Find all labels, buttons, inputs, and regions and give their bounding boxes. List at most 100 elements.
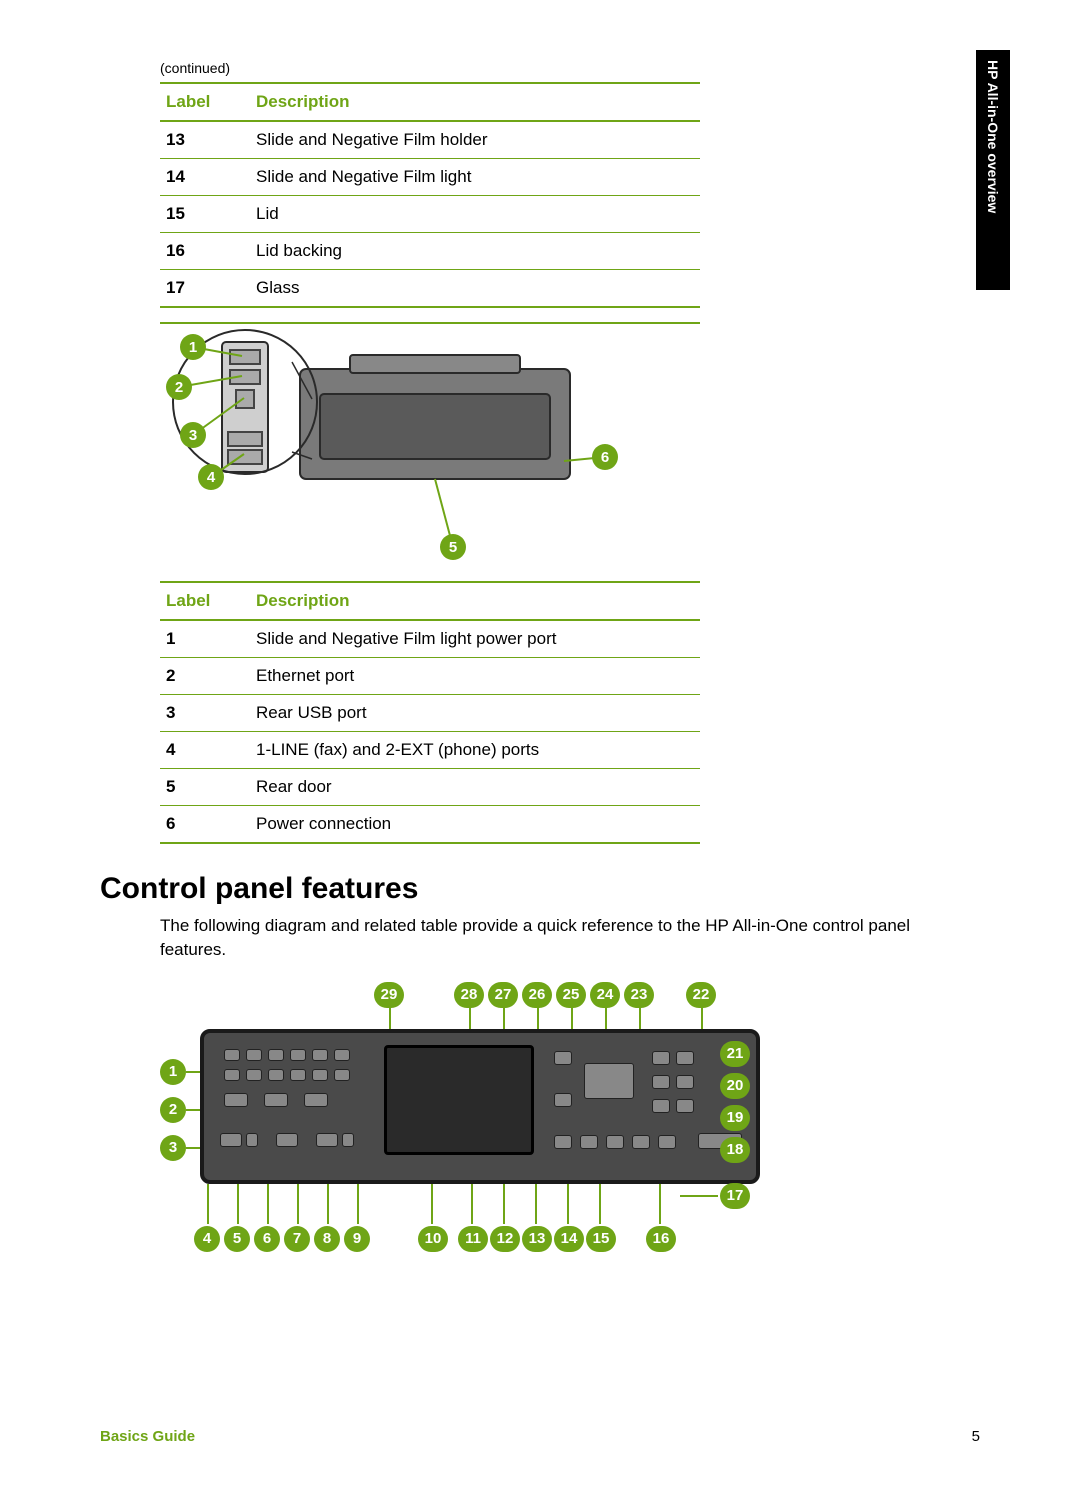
labels-table-2: Label Description 1Slide and Negative Fi…: [160, 581, 700, 844]
description-cell: Ethernet port: [250, 658, 700, 695]
label-cell: 16: [160, 233, 250, 270]
panel-button-icon: [246, 1049, 262, 1061]
panel-button-icon: [268, 1049, 284, 1061]
labels-table-1: Label Description 13Slide and Negative F…: [160, 82, 700, 308]
panel-button-icon: [554, 1093, 572, 1107]
control-panel-screen: [384, 1045, 534, 1155]
label-cell: 13: [160, 121, 250, 159]
panel-button-icon: [554, 1051, 572, 1065]
panel-button-icon: [658, 1135, 676, 1149]
callout-bubble: 10: [418, 1226, 448, 1252]
description-cell: Power connection: [250, 806, 700, 844]
callout-bubble: 2: [166, 374, 192, 400]
panel-button-icon: [304, 1093, 328, 1107]
footer-guide-name: Basics Guide: [100, 1428, 195, 1445]
table1-header-description: Description: [250, 83, 700, 121]
panel-button-icon: [676, 1099, 694, 1113]
panel-button-icon: [580, 1135, 598, 1149]
panel-button-icon: [224, 1069, 240, 1081]
callout-bubble: 6: [254, 1226, 280, 1252]
table-row: 14Slide and Negative Film light: [160, 159, 700, 196]
description-cell: Slide and Negative Film holder: [250, 121, 700, 159]
table-row: 5Rear door: [160, 769, 700, 806]
panel-button-icon: [268, 1069, 284, 1081]
callout-bubble: 5: [440, 534, 466, 560]
panel-button-icon: [606, 1135, 624, 1149]
callout-bubble: 18: [720, 1137, 750, 1163]
panel-button-icon: [312, 1049, 328, 1061]
callout-bubble: 8: [314, 1226, 340, 1252]
callout-bubble: 29: [374, 982, 404, 1008]
table-row: 13Slide and Negative Film holder: [160, 121, 700, 159]
table2-header-label: Label: [160, 582, 250, 620]
callout-bubble: 1: [160, 1059, 186, 1085]
callout-bubble: 12: [490, 1226, 520, 1252]
callout-bubble: 22: [686, 982, 716, 1008]
callout-bubble: 27: [488, 982, 518, 1008]
continued-label: (continued): [160, 60, 980, 76]
label-cell: 14: [160, 159, 250, 196]
panel-button-icon: [276, 1133, 298, 1147]
callout-bubble: 13: [522, 1226, 552, 1252]
panel-button-icon: [652, 1099, 670, 1113]
callout-bubble: 2: [160, 1097, 186, 1123]
panel-button-icon: [264, 1093, 288, 1107]
panel-button-icon: [584, 1063, 634, 1099]
label-cell: 3: [160, 695, 250, 732]
section-heading: Control panel features: [100, 872, 980, 906]
callout-bubble: 26: [522, 982, 552, 1008]
panel-button-icon: [652, 1075, 670, 1089]
panel-button-icon: [224, 1093, 248, 1107]
panel-button-icon: [342, 1133, 354, 1147]
panel-button-icon: [676, 1075, 694, 1089]
table-row: 41-LINE (fax) and 2-EXT (phone) ports: [160, 732, 700, 769]
panel-button-icon: [334, 1049, 350, 1061]
callout-bubble: 17: [720, 1183, 750, 1209]
callout-bubble: 14: [554, 1226, 584, 1252]
panel-button-icon: [246, 1069, 262, 1081]
panel-button-icon: [312, 1069, 328, 1081]
description-cell: Lid backing: [250, 233, 700, 270]
control-panel-body: [200, 1029, 760, 1184]
callout-bubble: 24: [590, 982, 620, 1008]
side-tab: HP All-in-One overview: [976, 50, 1010, 290]
table1-header-label: Label: [160, 83, 250, 121]
control-panel-diagram: 2928272625242322212019181712345678910111…: [160, 974, 800, 1274]
label-cell: 1: [160, 620, 250, 658]
panel-button-icon: [246, 1133, 258, 1147]
label-cell: 17: [160, 270, 250, 308]
panel-button-icon: [676, 1051, 694, 1065]
callout-bubble: 21: [720, 1041, 750, 1067]
table-row: 1Slide and Negative Film light power por…: [160, 620, 700, 658]
description-cell: Slide and Negative Film light power port: [250, 620, 700, 658]
description-cell: Rear USB port: [250, 695, 700, 732]
callout-bubble: 5: [224, 1226, 250, 1252]
callout-bubble: 19: [720, 1105, 750, 1131]
section-intro: The following diagram and related table …: [160, 914, 980, 962]
panel-button-icon: [632, 1135, 650, 1149]
callout-bubble: 15: [586, 1226, 616, 1252]
page-footer: Basics Guide 5: [100, 1428, 980, 1445]
panel-button-icon: [652, 1051, 670, 1065]
callout-bubble: 20: [720, 1073, 750, 1099]
callout-bubble: 25: [556, 982, 586, 1008]
panel-button-icon: [554, 1135, 572, 1149]
table-row: 2Ethernet port: [160, 658, 700, 695]
table2-header-description: Description: [250, 582, 700, 620]
panel-button-icon: [316, 1133, 338, 1147]
callout-bubble: 9: [344, 1226, 370, 1252]
table-row: 15Lid: [160, 196, 700, 233]
callout-bubble: 11: [458, 1226, 488, 1252]
callout-bubble: 23: [624, 982, 654, 1008]
callout-bubble: 7: [284, 1226, 310, 1252]
table-row: 6Power connection: [160, 806, 700, 844]
footer-page-number: 5: [972, 1428, 980, 1445]
description-cell: Slide and Negative Film light: [250, 159, 700, 196]
callout-bubble: 4: [194, 1226, 220, 1252]
description-cell: Glass: [250, 270, 700, 308]
panel-button-icon: [224, 1049, 240, 1061]
label-cell: 2: [160, 658, 250, 695]
label-cell: 5: [160, 769, 250, 806]
table-row: 3Rear USB port: [160, 695, 700, 732]
rear-ports-diagram: 123456: [160, 322, 700, 567]
